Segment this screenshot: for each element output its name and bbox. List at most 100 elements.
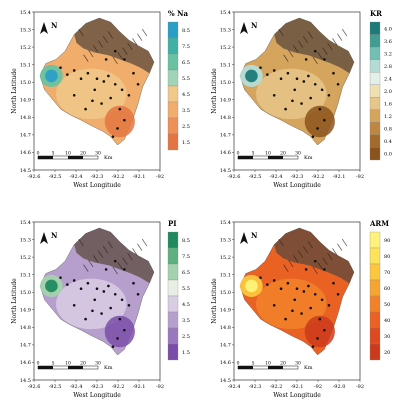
- scale-unit: Km: [104, 365, 113, 371]
- scale-tick-label: 30: [95, 151, 101, 157]
- y-tick-label: 14.6: [20, 360, 31, 366]
- legend-label: 7.5: [182, 254, 190, 260]
- x-tick-label: -92.6: [28, 174, 41, 180]
- terrain-ridge: [332, 38, 338, 46]
- sample-point: [309, 96, 312, 100]
- y-tick-label: 14.9: [20, 308, 31, 314]
- terrain-ridge: [302, 35, 309, 44]
- legend-swatch: [369, 97, 381, 110]
- contour-zone: [45, 69, 58, 83]
- north-label: N: [251, 21, 258, 30]
- north-label: N: [51, 231, 58, 240]
- terrain-ridge: [312, 56, 318, 65]
- legend-swatch: [167, 69, 179, 87]
- sample-point: [116, 337, 119, 340]
- sample-point: [91, 99, 94, 103]
- sample-point: [59, 276, 62, 279]
- sample-point: [84, 317, 87, 321]
- terrain-ridge: [332, 248, 338, 256]
- sample-point: [311, 135, 315, 138]
- sample-point: [66, 73, 69, 76]
- legend-swatch: [369, 327, 381, 345]
- legend-swatch: [167, 37, 179, 55]
- x-axis-label: West Longitude: [73, 392, 121, 399]
- sample-point: [123, 268, 126, 271]
- sample-point: [302, 80, 306, 83]
- legend-label: 1.2: [384, 114, 392, 120]
- terrain-ridge: [137, 33, 143, 41]
- legend-swatch: [369, 247, 381, 265]
- y-tick-label: 14.8: [20, 115, 31, 121]
- legend-label: 60: [384, 286, 390, 292]
- sample-point: [113, 82, 117, 86]
- legend-swatch: [167, 247, 179, 265]
- scale-unit: Km: [304, 365, 313, 371]
- x-tick-label: -92.3: [249, 384, 262, 390]
- x-tick-label: -92.3: [91, 174, 104, 180]
- sample-point: [316, 337, 319, 340]
- sample-point: [79, 287, 83, 291]
- legend-swatch: [167, 311, 179, 329]
- x-tick-label: -92.1: [133, 174, 146, 180]
- sample-point: [120, 88, 124, 92]
- scale-bar-segment: [38, 156, 53, 159]
- scale-tick-label: 10: [65, 361, 71, 367]
- terrain-ridge: [341, 28, 348, 37]
- terrain-ridge: [102, 35, 109, 44]
- terrain-ridge: [93, 255, 99, 263]
- sample-point: [304, 58, 308, 61]
- sample-point: [91, 309, 94, 313]
- legend-label: 1.5: [182, 350, 190, 356]
- legend-swatch: [167, 117, 179, 135]
- terrain-ridge: [302, 245, 309, 254]
- y-tick-label: 15.4: [220, 220, 231, 226]
- legend-swatch: [369, 34, 381, 48]
- terrain-ridge: [322, 47, 328, 55]
- terrain-ridge: [122, 47, 128, 55]
- legend-label: 3.2: [384, 51, 392, 57]
- legend-label: 2.0: [384, 89, 392, 95]
- legend-label: 90: [384, 238, 390, 244]
- legend-label: 5.5: [182, 76, 190, 82]
- y-tick-label: 15.2: [220, 45, 231, 51]
- sample-point: [336, 82, 340, 86]
- scale-tick-label: 5: [252, 151, 255, 157]
- terrain-ridge: [107, 31, 113, 39]
- legend-label: 40: [384, 318, 390, 324]
- terrain-ridge: [297, 40, 304, 48]
- north-arrow-icon: [40, 22, 48, 34]
- sample-point: [118, 317, 122, 321]
- scale-tick-label: 0: [237, 151, 240, 157]
- sample-point: [72, 93, 76, 97]
- sample-point: [279, 287, 283, 291]
- scale-tick-label: 10: [265, 361, 271, 367]
- legend-swatch: [369, 109, 381, 123]
- terrain-ridge: [322, 257, 328, 265]
- sample-point: [286, 71, 290, 75]
- y-tick-label: 14.9: [220, 98, 231, 104]
- legend-swatch: [167, 279, 179, 297]
- sample-point: [272, 279, 276, 282]
- legend-label: 50: [384, 302, 390, 308]
- terrain-ridge: [93, 45, 99, 53]
- terrain-ridge: [307, 241, 313, 249]
- terrain-ridge: [288, 49, 294, 58]
- sample-point: [332, 71, 335, 75]
- legend-label: 2.8: [384, 64, 392, 70]
- sample-point: [136, 292, 140, 296]
- legend-title: ARM: [369, 219, 389, 228]
- contour-zone: [45, 279, 58, 293]
- sample-point: [327, 303, 331, 307]
- terrain-ridge: [307, 31, 313, 39]
- sample-point: [102, 80, 106, 83]
- legend-label: 20: [384, 350, 390, 356]
- contour-zone: [256, 278, 327, 330]
- terrain-ridge: [122, 257, 128, 265]
- terrain-ridge: [97, 40, 104, 48]
- sample-point: [332, 281, 335, 285]
- sample-point: [307, 284, 310, 288]
- y-tick-label: 15.1: [20, 62, 31, 68]
- scale-bar-segment: [268, 366, 283, 369]
- legend-label: 0.0: [384, 152, 392, 158]
